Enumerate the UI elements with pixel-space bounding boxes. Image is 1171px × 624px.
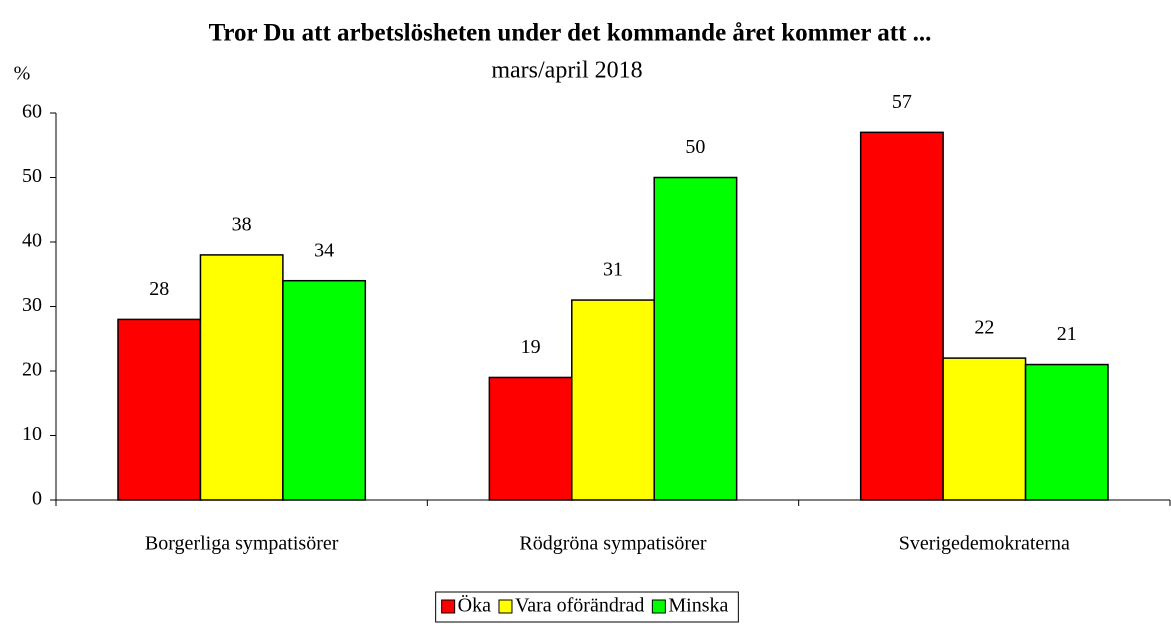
bar — [117, 318, 202, 501]
bar — [199, 254, 284, 501]
legend-label: Minska — [668, 595, 728, 617]
data-label: 34 — [314, 239, 334, 261]
data-label: 19 — [521, 336, 541, 358]
data-label: 31 — [603, 259, 623, 281]
chart-title: Tror Du att arbetslösheten under det kom… — [209, 20, 932, 47]
data-label: 21 — [1057, 323, 1077, 345]
y-axis-label: % — [14, 63, 31, 85]
bar — [859, 131, 944, 501]
legend-label: Öka — [458, 594, 491, 617]
data-label: 50 — [685, 136, 705, 158]
bar — [488, 376, 573, 501]
bar — [942, 357, 1027, 501]
y-tick-label: 10 — [22, 423, 42, 445]
x-tick-label: Borgerliga sympatisörer — [145, 533, 339, 555]
data-label: 22 — [974, 317, 994, 339]
legend: Öka Vara oförändrad Minska — [435, 591, 739, 623]
x-tick-label: Rödgröna sympatisörer — [519, 533, 707, 555]
legend-box — [435, 591, 739, 623]
y-tick-label: 0 — [32, 488, 42, 510]
data-label: 28 — [149, 278, 169, 300]
legend-swatch — [651, 599, 666, 614]
legend-swatch — [441, 599, 456, 614]
legend-label: Vara oförändrad — [515, 595, 644, 617]
data-label: 38 — [232, 213, 252, 235]
bar — [571, 299, 655, 501]
y-tick-label: 40 — [22, 230, 42, 252]
bar — [653, 176, 738, 501]
chart-subtitle: mars/april 2018 — [491, 58, 642, 84]
y-tick-label: 20 — [22, 359, 42, 381]
data-label: 57 — [892, 91, 912, 113]
y-tick-label: 60 — [22, 101, 42, 123]
legend-swatch — [498, 599, 513, 614]
x-tick-label: Sverigedemokraterna — [899, 533, 1070, 555]
y-tick-label: 50 — [22, 165, 42, 187]
bar — [1024, 363, 1109, 501]
y-tick-label: 30 — [22, 294, 42, 316]
bar — [282, 279, 367, 501]
